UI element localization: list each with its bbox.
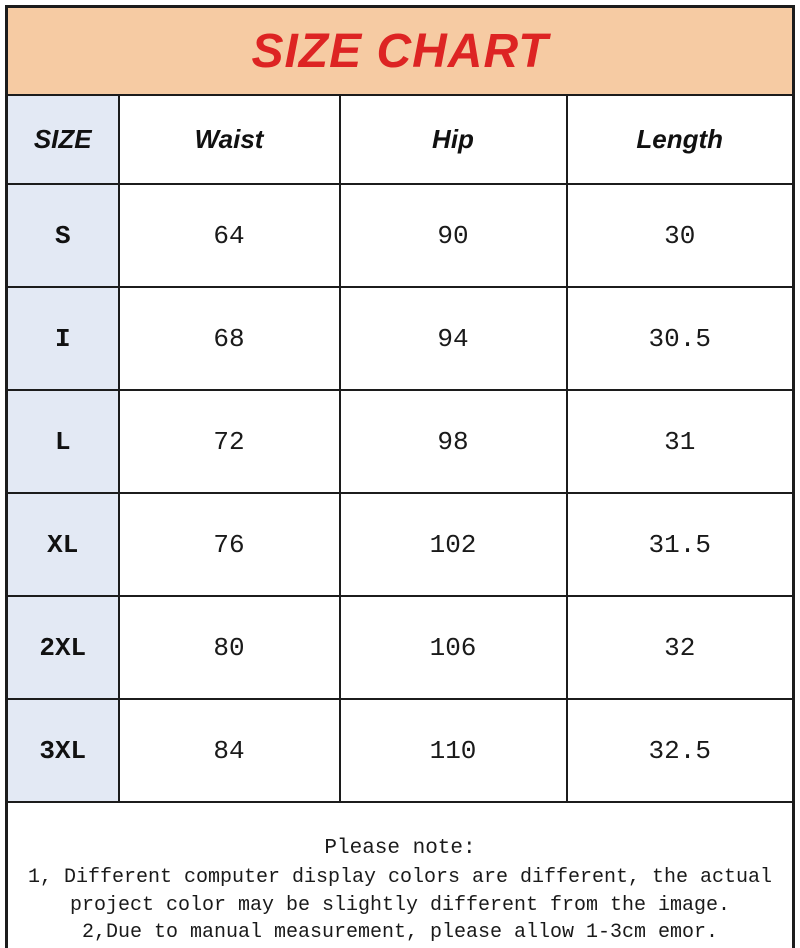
notes-section: Please note: 1, Different computer displ… bbox=[5, 801, 795, 948]
table-row-s: S 64 90 30 bbox=[5, 183, 795, 288]
column-header-size: SIZE bbox=[5, 94, 120, 185]
size-label: 2XL bbox=[5, 595, 120, 700]
waist-value: 84 bbox=[117, 698, 341, 803]
hip-value: 110 bbox=[338, 698, 568, 803]
size-label: L bbox=[5, 389, 120, 494]
notes-row: Please note: 1, Different computer displ… bbox=[5, 801, 795, 948]
hip-value: 94 bbox=[338, 286, 568, 391]
waist-value: 64 bbox=[117, 183, 341, 288]
table-row-m: I 68 94 30.5 bbox=[5, 286, 795, 391]
size-label: XL bbox=[5, 492, 120, 597]
waist-value: 68 bbox=[117, 286, 341, 391]
length-value: 32 bbox=[565, 595, 795, 700]
size-label: I bbox=[5, 286, 120, 391]
header-row: SIZE Waist Hip Length bbox=[5, 94, 795, 185]
note-line-1: 1, Different computer display colors are… bbox=[27, 866, 773, 890]
page-title: SIZE CHART bbox=[251, 24, 549, 78]
size-label: 3XL bbox=[5, 698, 120, 803]
banner-row: SIZE CHART bbox=[5, 5, 795, 96]
length-value: 31 bbox=[565, 389, 795, 494]
table-row-l: L 72 98 31 bbox=[5, 389, 795, 494]
banner: SIZE CHART bbox=[5, 5, 795, 96]
hip-value: 102 bbox=[338, 492, 568, 597]
waist-value: 72 bbox=[117, 389, 341, 494]
hip-value: 90 bbox=[338, 183, 568, 288]
waist-value: 80 bbox=[117, 595, 341, 700]
notes-block: Please note: 1, Different computer displ… bbox=[10, 835, 790, 947]
size-chart-table: SIZE CHART SIZE Waist Hip Length S 64 90… bbox=[5, 5, 796, 948]
table-row-2xl: 2XL 80 106 32 bbox=[5, 595, 795, 700]
hip-value: 98 bbox=[338, 389, 568, 494]
note-line-2: project color may be slightly different … bbox=[69, 893, 731, 917]
length-value: 30.5 bbox=[565, 286, 795, 391]
size-label: S bbox=[5, 183, 120, 288]
table-row-xl: XL 76 102 31.5 bbox=[5, 492, 795, 597]
length-value: 30 bbox=[565, 183, 795, 288]
length-value: 31.5 bbox=[565, 492, 795, 597]
column-header-hip: Hip bbox=[338, 94, 568, 185]
hip-value: 106 bbox=[338, 595, 568, 700]
waist-value: 76 bbox=[117, 492, 341, 597]
notes-title: Please note: bbox=[324, 837, 476, 861]
table-row-3xl: 3XL 84 110 32.5 bbox=[5, 698, 795, 803]
column-header-waist: Waist bbox=[117, 94, 341, 185]
length-value: 32.5 bbox=[565, 698, 795, 803]
column-header-length: Length bbox=[565, 94, 795, 185]
note-line-3: 2,Due to manual measurement, please allo… bbox=[81, 921, 719, 945]
